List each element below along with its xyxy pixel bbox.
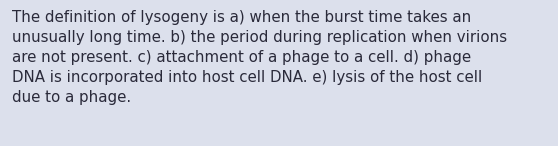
Text: The definition of lysogeny is a) when the burst time takes an
unusually long tim: The definition of lysogeny is a) when th… xyxy=(12,10,507,105)
